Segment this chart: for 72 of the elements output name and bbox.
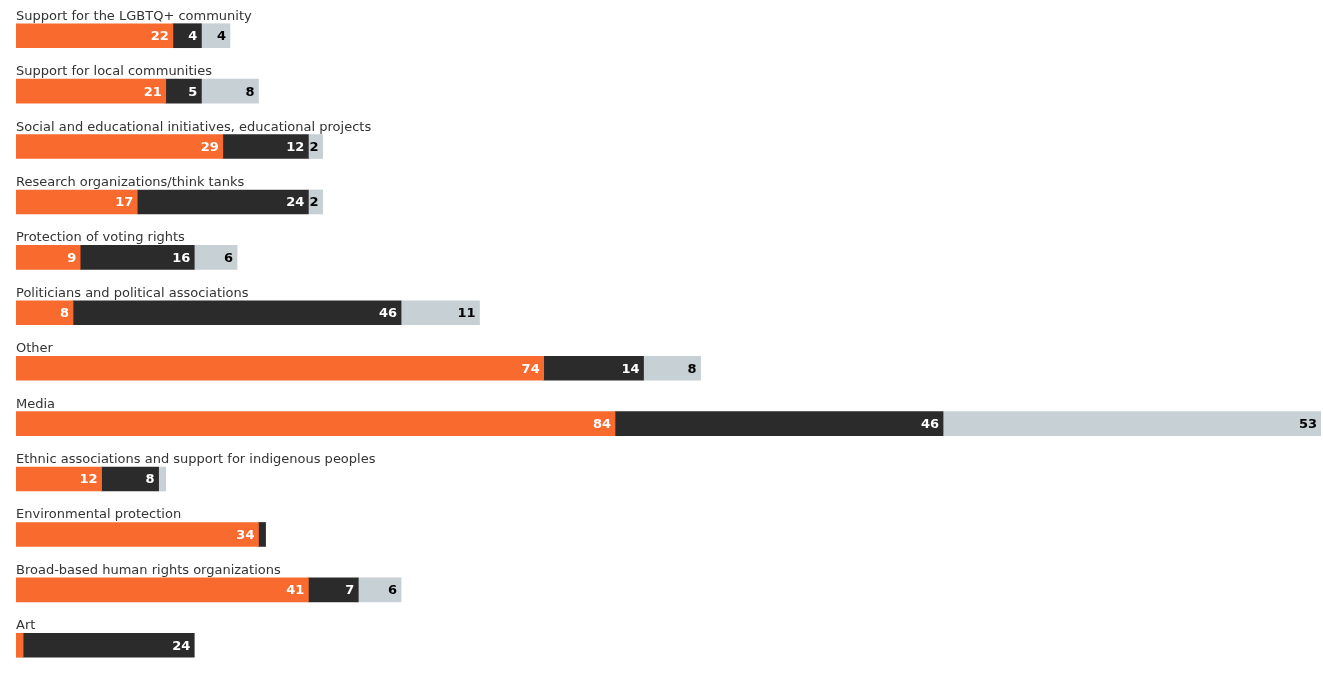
bar <box>16 300 74 326</box>
bar <box>543 355 644 381</box>
bar <box>16 577 309 603</box>
bar <box>16 466 102 492</box>
bar <box>222 134 309 159</box>
data-label: 16 <box>172 249 191 265</box>
data-label: 8 <box>245 83 255 99</box>
bar <box>172 23 202 49</box>
bar <box>643 355 701 381</box>
data-label: 46 <box>920 416 940 431</box>
bar <box>16 245 81 270</box>
data-label: 17 <box>115 194 134 210</box>
data-label: 14 <box>621 360 640 376</box>
data-label: 46 <box>378 305 398 321</box>
bar <box>16 632 24 658</box>
data-label: 24 <box>172 637 191 653</box>
bar <box>101 466 159 492</box>
bar <box>16 23 174 49</box>
data-label: 6 <box>388 582 398 598</box>
data-label: 12 <box>286 138 305 154</box>
bar <box>400 300 480 326</box>
y-tick-label: Ethnic associations and support for indigenous peoples <box>16 451 376 467</box>
data-label: 41 <box>286 582 305 598</box>
y-tick-label: Media <box>16 395 56 411</box>
bar <box>72 300 402 326</box>
data-label: 29 <box>200 138 219 154</box>
bar <box>16 411 616 436</box>
bar <box>16 355 545 381</box>
data-label: 2 <box>309 138 319 154</box>
data-label: 11 <box>457 305 476 321</box>
bar <box>22 632 195 658</box>
bar <box>16 522 259 547</box>
data-label: 24 <box>286 194 305 210</box>
data-label: 7 <box>345 582 355 598</box>
data-label: 2 <box>309 194 319 210</box>
data-label: 74 <box>521 360 540 376</box>
bar <box>136 189 309 215</box>
data-label: 5 <box>188 83 198 99</box>
y-tick-label: Art <box>16 617 36 633</box>
bar <box>79 245 195 270</box>
y-tick-label: Protection of voting rights <box>16 229 186 245</box>
bar <box>308 577 359 603</box>
data-label: 84 <box>592 416 612 431</box>
bar <box>258 522 266 547</box>
data-label: 34 <box>236 526 255 542</box>
data-label: 6 <box>224 249 234 265</box>
bar <box>16 189 138 215</box>
bar <box>201 78 259 104</box>
bar <box>16 134 224 159</box>
data-label: 53 <box>1298 416 1317 431</box>
bar <box>193 245 238 270</box>
y-tick-label: Politicians and political associations <box>16 284 249 300</box>
data-label: 8 <box>145 471 155 487</box>
bar <box>165 78 202 104</box>
y-tick-label: Broad-based human rights organizations <box>16 561 281 577</box>
y-tick-label: Other <box>16 340 54 356</box>
bar <box>942 411 1321 436</box>
data-label: 21 <box>143 83 162 99</box>
bar <box>16 78 167 104</box>
data-label: 8 <box>60 305 70 321</box>
y-tick-label: Support for the LGBTQ+ community <box>16 7 253 23</box>
y-tick-label: Support for local communities <box>16 63 213 79</box>
y-tick-label: Social and educational initiatives, educational projects <box>16 118 372 134</box>
data-label: 12 <box>79 471 98 487</box>
data-label: 22 <box>150 28 169 44</box>
bar <box>614 411 944 436</box>
data-label: 8 <box>687 360 697 376</box>
y-tick-label: Environmental protection <box>16 506 182 522</box>
data-label: 4 <box>188 28 198 44</box>
y-tick-label: Research organizations/think tanks <box>16 173 245 189</box>
data-label: 4 <box>216 28 226 44</box>
data-label: 9 <box>67 249 77 265</box>
